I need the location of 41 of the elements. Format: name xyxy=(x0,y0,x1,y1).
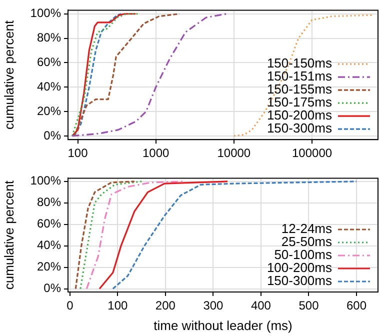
y-tick-label: 80% xyxy=(36,195,62,210)
line-series xyxy=(74,180,136,290)
x-tick-label: 100000 xyxy=(292,146,332,160)
line-series xyxy=(80,180,142,290)
legend-label: 150-175ms xyxy=(266,94,332,110)
x-tick-label: 300 xyxy=(203,298,224,313)
legend-label: 12-24ms xyxy=(281,221,332,236)
y-tick-label: 40% xyxy=(36,238,62,252)
y-tick-label: 60% xyxy=(36,216,62,231)
x-axis-title: time without leader (ms) xyxy=(154,318,292,333)
y-tick-label: 20% xyxy=(36,104,62,118)
legend-label: 150-150ms xyxy=(266,56,332,71)
y-tick-label: 20% xyxy=(36,260,62,274)
y-tick-label: 60% xyxy=(36,55,62,70)
line-series xyxy=(86,180,186,290)
y-tick-label: 80% xyxy=(36,30,62,45)
y-axis-title: cumulative percent xyxy=(1,180,16,290)
legend-label: 150-155ms xyxy=(266,82,332,97)
legend-label: 150-300ms xyxy=(266,120,332,136)
legend-label: 150-200ms xyxy=(266,108,332,123)
x-tick-label: 600 xyxy=(346,298,367,313)
y-tick-label: 100% xyxy=(30,6,62,20)
y-tick-label: 40% xyxy=(36,79,62,94)
x-tick-label: 400 xyxy=(250,298,272,313)
legend-label: 100-200ms xyxy=(266,260,332,276)
x-tick-label: 100 xyxy=(68,146,88,160)
line-series xyxy=(112,180,358,290)
y-tick-label: 0% xyxy=(44,281,62,296)
x-tick-label: 1000 xyxy=(142,146,170,160)
legend-label: 50-100ms xyxy=(274,247,332,262)
y-tick-label: 100% xyxy=(30,174,62,188)
x-tick-label: 100 xyxy=(108,298,128,313)
legend-label: 25-50ms xyxy=(281,234,332,250)
x-tick-label: 10000 xyxy=(217,146,251,160)
x-tick-label: 0 xyxy=(66,298,74,313)
legend-label: 150-300ms xyxy=(266,273,332,288)
legend-label: 150-151ms xyxy=(266,68,332,84)
x-tick-label: 200 xyxy=(155,298,176,313)
y-axis-title: cumulative percent xyxy=(1,20,16,130)
y-tick-label: 0% xyxy=(44,128,62,142)
x-tick-label: 500 xyxy=(298,298,320,313)
